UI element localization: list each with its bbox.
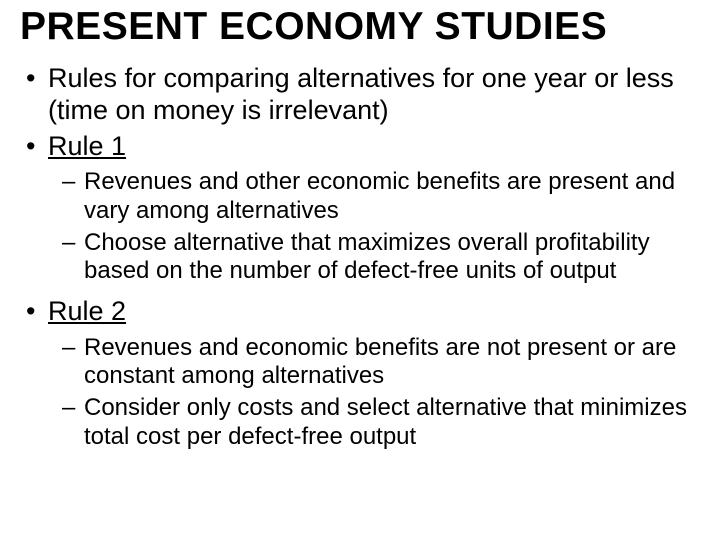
- bullet-list-level1: Rules for comparing alternatives for one…: [20, 63, 700, 451]
- bullet-item-rule1: Rule 1 Revenues and other economic benef…: [48, 131, 700, 286]
- bullet-list-level2: Revenues and other economic benefits are…: [48, 168, 700, 285]
- bullet-item-rule2: Rule 2 Revenues and economic benefits ar…: [48, 296, 700, 451]
- rule-2-label: Rule 2: [48, 296, 126, 326]
- sub-bullet-item: Consider only costs and select alternati…: [84, 394, 700, 451]
- sub-bullet-item: Revenues and economic benefits are not p…: [84, 334, 700, 391]
- bullet-item: Rules for comparing alternatives for one…: [48, 63, 700, 127]
- slide: PRESENT ECONOMY STUDIES Rules for compar…: [0, 0, 720, 540]
- rule-1-label: Rule 1: [48, 131, 126, 161]
- sub-bullet-item: Revenues and other economic benefits are…: [84, 168, 700, 225]
- bullet-list-level2: Revenues and economic benefits are not p…: [48, 334, 700, 451]
- sub-bullet-item: Choose alternative that maximizes overal…: [84, 229, 700, 286]
- slide-title: PRESENT ECONOMY STUDIES: [20, 6, 700, 49]
